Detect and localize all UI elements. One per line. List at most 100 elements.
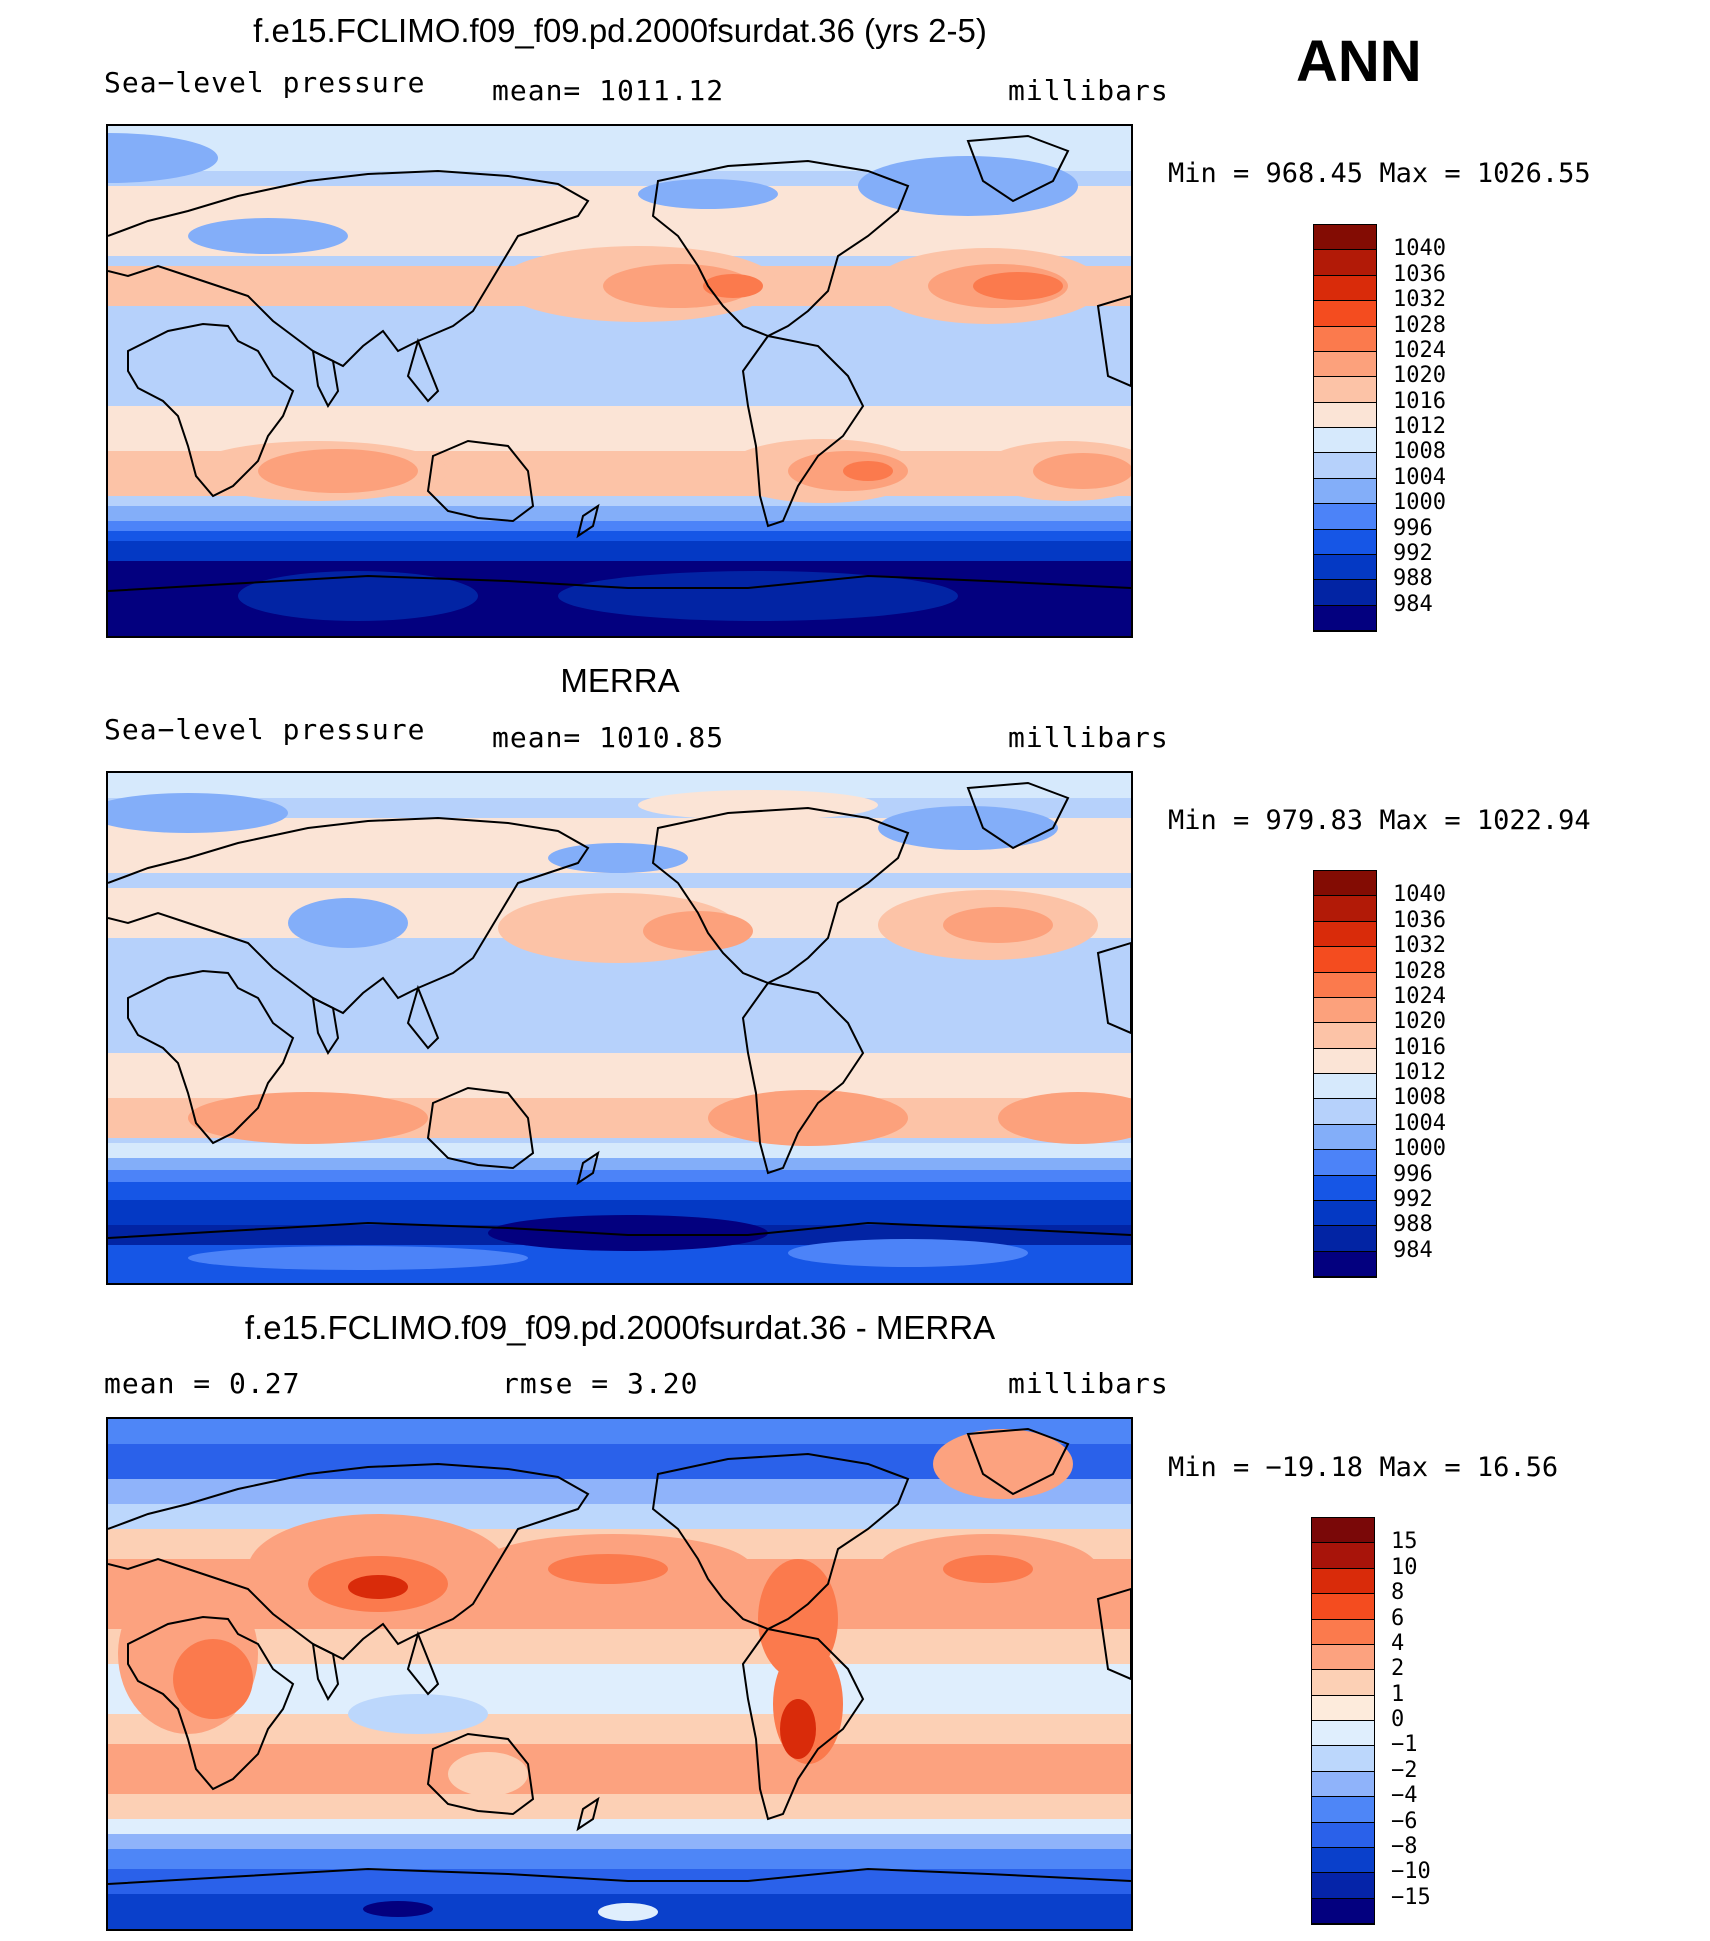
colorbar-tick-label: 1028 — [1393, 312, 1446, 338]
colorbar-segment — [1314, 453, 1376, 479]
colorbar-tick-label: 1004 — [1393, 1110, 1446, 1136]
colorbar-tick-label: 10 — [1391, 1554, 1418, 1580]
colorbar-tick-label: 984 — [1393, 1237, 1433, 1263]
coastline — [108, 574, 1131, 592]
colorbar-segment — [1314, 402, 1376, 428]
panel-1-title: f.e15.FCLIMO.f09_f09.pd.2000fsurdat.36 (… — [253, 12, 987, 49]
colorbar-tick-label: 988 — [1393, 1212, 1433, 1238]
colorbar-tick-label: 1012 — [1393, 1060, 1446, 1085]
panel-2-colorbar — [1313, 870, 1377, 1278]
colorbar-tick-label: 0 — [1391, 1707, 1405, 1732]
contour-band — [108, 1143, 1131, 1158]
colorbar-segment — [1314, 580, 1376, 606]
panel-1-variable: Sea−level pressure — [104, 66, 426, 99]
contour-region — [548, 1554, 668, 1584]
colorbar-segment — [1314, 1124, 1376, 1151]
coastline — [966, 781, 1070, 850]
colorbar-tick-label: 1028 — [1393, 958, 1446, 984]
colorbar-segment — [1312, 1721, 1374, 1747]
colorbar-segment — [1312, 1594, 1374, 1620]
panel-2-title: MERRA — [560, 662, 680, 699]
coastline — [108, 1221, 1131, 1239]
panel-2-units: millibars — [1008, 721, 1169, 754]
contour-region — [1033, 453, 1131, 489]
contour-region — [878, 806, 1058, 850]
contour-band — [108, 1158, 1131, 1170]
colorbar-tick-label: −15 — [1391, 1884, 1431, 1910]
colorbar-tick-label: 1012 — [1393, 414, 1446, 439]
colorbar-tick-label: −6 — [1391, 1808, 1418, 1834]
coastline — [426, 439, 535, 523]
contour-band — [108, 1744, 1131, 1794]
coastline — [108, 816, 590, 1015]
colorbar-segment — [1314, 1023, 1376, 1049]
contour-region — [943, 907, 1053, 943]
colorbar-tick-label: −4 — [1391, 1783, 1418, 1809]
colorbar-segment — [1314, 605, 1376, 631]
colorbar-segment — [1314, 921, 1376, 948]
colorbar-tick-label: 1020 — [1393, 1009, 1446, 1035]
colorbar-segment — [1314, 1074, 1376, 1100]
contour-band — [108, 1794, 1131, 1819]
contour-region — [598, 1903, 658, 1921]
contour-region — [973, 272, 1063, 300]
contour-band — [108, 1714, 1131, 1744]
panel-1-map-svg — [108, 126, 1131, 636]
contour-region — [348, 1694, 488, 1734]
coastline — [651, 159, 910, 338]
panel-3-map-svg — [108, 1419, 1131, 1929]
coastline — [966, 134, 1070, 203]
colorbar-segment — [1314, 554, 1376, 581]
contour-band — [108, 1053, 1131, 1098]
coastline — [311, 996, 340, 1055]
contour-band — [108, 506, 1131, 521]
colorbar-segment — [1314, 250, 1376, 276]
colorbar-segment — [1312, 1873, 1374, 1899]
colorbar-segment — [1312, 1568, 1374, 1595]
panel-3-map — [106, 1417, 1133, 1931]
colorbar-segment — [1314, 377, 1376, 403]
colorbar-segment — [1312, 1847, 1374, 1874]
colorbar-tick-label: 1032 — [1393, 933, 1446, 959]
contour-region — [558, 571, 958, 621]
colorbar-segment — [1312, 1670, 1374, 1696]
coastline — [127, 1615, 295, 1791]
contour-region — [843, 461, 893, 481]
colorbar-segment — [1314, 275, 1376, 302]
contour-region — [998, 1092, 1131, 1144]
colorbar-tick-label: 1032 — [1393, 287, 1446, 313]
panel-2-map — [106, 771, 1133, 1285]
colorbar-segment — [1312, 1619, 1374, 1645]
colorbar-tick-label: 996 — [1393, 1161, 1433, 1187]
colorbar-segment — [1314, 478, 1376, 505]
contour-band — [108, 1170, 1131, 1182]
colorbar-tick-label: 1036 — [1393, 261, 1446, 287]
coastline — [741, 981, 865, 1175]
coastline — [576, 503, 600, 539]
panel-3-units: millibars — [1008, 1367, 1169, 1400]
colorbar-segment — [1312, 1746, 1374, 1772]
contour-band — [108, 773, 1131, 798]
contour-band — [108, 1182, 1131, 1200]
panel-2-mean: mean= 1010.85 — [492, 721, 725, 754]
contour-region — [488, 1215, 768, 1251]
colorbar-segment — [1314, 871, 1376, 897]
colorbar-tick-label: 1040 — [1393, 236, 1446, 262]
contour-band — [108, 1504, 1131, 1529]
contour-region — [238, 571, 478, 621]
colorbar-segment — [1314, 301, 1376, 327]
coastline — [108, 169, 590, 368]
colorbar-tick-label: −8 — [1391, 1833, 1418, 1859]
colorbar-tick-label: 1024 — [1393, 337, 1446, 363]
colorbar-tick-label: 992 — [1393, 540, 1433, 566]
contour-region — [108, 793, 288, 833]
colorbar-segment — [1314, 896, 1376, 922]
contour-band — [108, 1834, 1131, 1849]
panel-2-minmax: Min = 979.83 Max = 1022.94 — [1168, 805, 1591, 836]
contour-band — [108, 1849, 1131, 1869]
colorbar-tick-label: 984 — [1393, 591, 1433, 617]
contour-region — [363, 1901, 433, 1917]
contour-region — [258, 449, 418, 493]
colorbar-tick-label: −1 — [1391, 1732, 1418, 1758]
coastline — [576, 1150, 600, 1186]
